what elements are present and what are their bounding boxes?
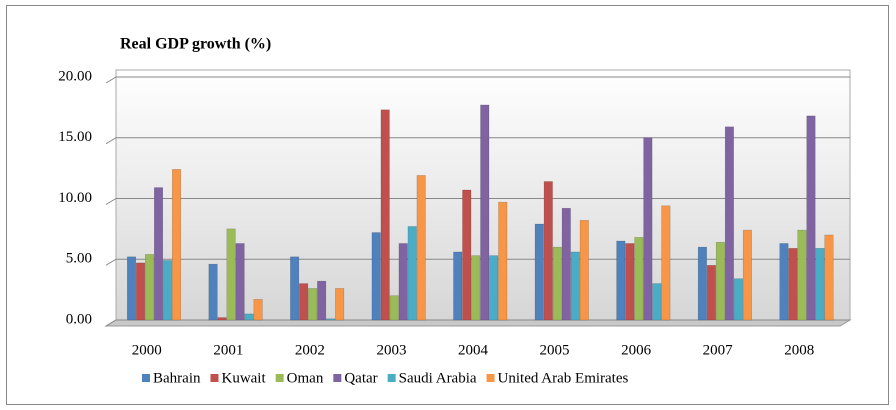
bar (806, 115, 816, 321)
bar (380, 109, 390, 321)
grid-line (105, 198, 850, 205)
chart-title: Real GDP growth (%) (120, 36, 271, 53)
bar (235, 243, 245, 321)
x-tick-label: 2000 (132, 342, 162, 358)
bar (552, 246, 562, 321)
legend-label: Bahrain (153, 370, 201, 386)
bar (742, 229, 752, 321)
x-tick-label: 2002 (295, 342, 325, 358)
legend-label: Oman (287, 370, 324, 386)
legend-swatch (387, 374, 396, 382)
plot-floor (104, 319, 852, 327)
y-tick-label: 0.00 (66, 311, 92, 327)
legend-swatch (486, 374, 495, 382)
legend-swatch (142, 374, 150, 382)
bar (371, 232, 381, 321)
bar (127, 256, 137, 321)
y-tick-label: 10.00 (58, 190, 92, 206)
bar (715, 241, 725, 321)
bar (570, 251, 580, 321)
bar (299, 283, 309, 321)
bar (326, 318, 336, 321)
bar (561, 207, 571, 321)
bar (643, 137, 653, 321)
bar (244, 313, 254, 321)
grid-line (105, 258, 850, 266)
legend-swatch (333, 374, 342, 382)
bar (208, 263, 218, 321)
bar (335, 288, 345, 321)
bar (253, 299, 263, 321)
bar (788, 248, 798, 321)
bar (217, 317, 227, 321)
bar (697, 246, 707, 321)
bar (534, 223, 544, 321)
bar (416, 175, 426, 321)
bar (824, 234, 834, 321)
bar (471, 255, 481, 321)
x-tick-label: 2001 (213, 342, 243, 358)
bar (661, 205, 671, 321)
grid-line (105, 319, 850, 327)
x-tick-label: 2005 (540, 342, 570, 358)
bar (136, 262, 146, 321)
bar (652, 283, 662, 321)
legend-label: United Arab Emirates (498, 370, 629, 386)
legend-label: Kuwait (221, 370, 266, 386)
bar (163, 260, 173, 321)
bar (154, 187, 164, 321)
bar (625, 243, 635, 321)
legend-swatch (210, 374, 219, 382)
legend-swatch (275, 374, 284, 382)
bar (389, 295, 399, 321)
bar (317, 280, 327, 321)
bar (797, 229, 807, 321)
bar (462, 189, 472, 321)
bar (706, 265, 716, 321)
bar (498, 201, 508, 321)
bar (453, 251, 463, 321)
x-tick-label: 2004 (458, 342, 489, 358)
bar (407, 226, 417, 321)
x-tick-label: 2003 (376, 342, 406, 358)
y-tick-label: 20.00 (58, 68, 92, 84)
x-tick-label: 2006 (621, 342, 652, 358)
bar (815, 248, 825, 321)
bar (779, 243, 789, 321)
grid-line (105, 76, 850, 84)
bar (308, 288, 318, 321)
bar (733, 278, 743, 321)
x-tick-label: 2007 (703, 342, 734, 358)
bar (290, 256, 300, 321)
bar (579, 220, 589, 321)
legend-label: Saudi Arabia (399, 370, 477, 386)
legend-label: Qatar (344, 370, 377, 386)
bar (543, 181, 553, 321)
bar (145, 254, 155, 321)
bar (398, 243, 408, 321)
bar (634, 237, 644, 321)
y-tick-label: 15.00 (58, 129, 92, 145)
grid-line (105, 137, 850, 145)
bar (480, 104, 490, 321)
bar (724, 126, 734, 321)
bar (172, 169, 182, 321)
x-tick-label: 2008 (784, 342, 814, 358)
bar (616, 240, 626, 321)
bar (489, 255, 499, 321)
y-tick-label: 5.00 (66, 251, 92, 267)
bar (226, 228, 236, 321)
